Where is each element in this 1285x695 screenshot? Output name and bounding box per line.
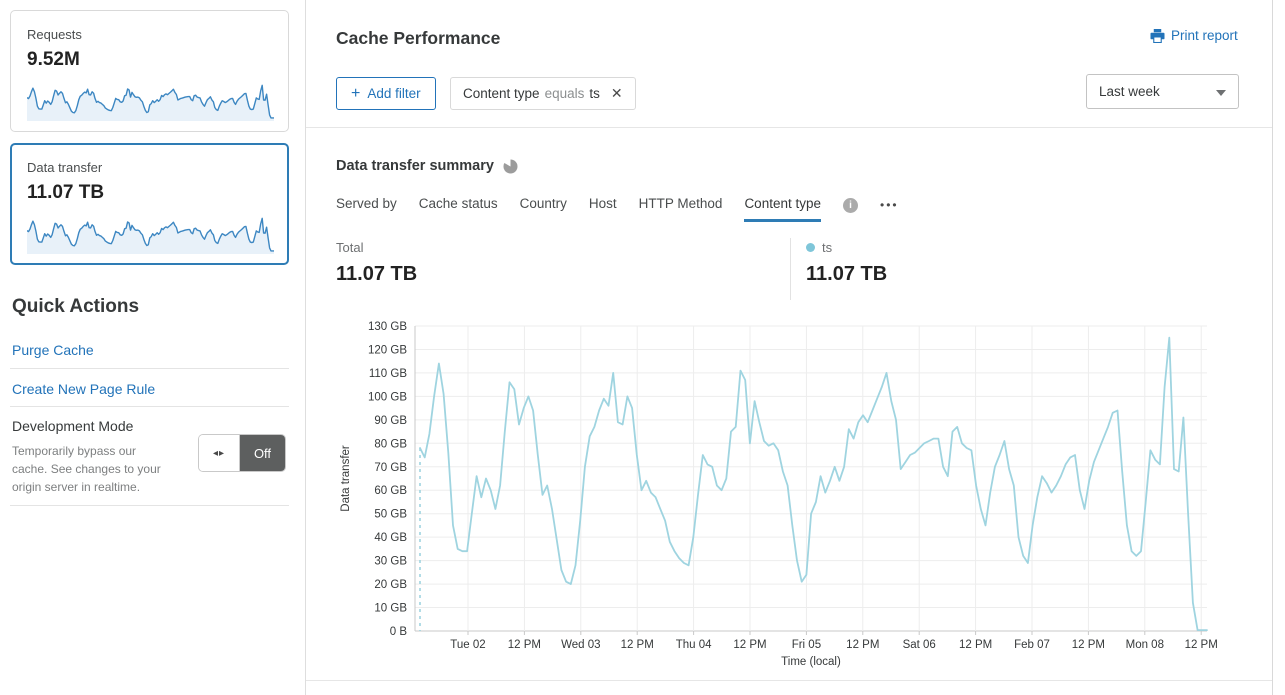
requests-sparkline — [27, 84, 274, 121]
panel-left-border — [305, 0, 306, 695]
svg-text:Sat 06: Sat 06 — [903, 639, 936, 651]
divider — [10, 368, 289, 369]
info-icon[interactable]: i — [843, 197, 858, 213]
divider — [306, 127, 1272, 128]
more-options-icon[interactable]: ••• — [880, 198, 899, 212]
development-mode-label: Development Mode — [12, 418, 134, 434]
print-report-link[interactable]: Print report — [1150, 28, 1238, 43]
section-title: Data transfer summary — [336, 158, 494, 174]
svg-text:90 GB: 90 GB — [374, 415, 407, 427]
time-range-select[interactable]: Last week — [1086, 74, 1239, 109]
tab-country[interactable]: Country — [519, 196, 567, 211]
svg-text:10 GB: 10 GB — [374, 603, 407, 615]
ts-legend-dot — [806, 243, 815, 252]
divider — [10, 406, 289, 407]
data-transfer-card[interactable]: Data transfer 11.07 TB — [10, 143, 289, 265]
svg-text:120 GB: 120 GB — [368, 344, 407, 356]
svg-text:70 GB: 70 GB — [374, 462, 407, 474]
data-transfer-summary-header: Data transfer summary — [336, 158, 518, 174]
total-value: 11.07 TB — [336, 263, 418, 285]
pie-chart-icon — [503, 158, 518, 173]
svg-text:Mon 08: Mon 08 — [1126, 639, 1164, 651]
requests-value: 9.52M — [27, 49, 80, 70]
add-filter-label: Add filter — [367, 86, 421, 101]
divider — [790, 238, 791, 300]
quick-actions-title: Quick Actions — [12, 296, 140, 317]
svg-text:12 PM: 12 PM — [621, 639, 654, 651]
purge-cache-link[interactable]: Purge Cache — [12, 342, 94, 358]
svg-text:50 GB: 50 GB — [374, 509, 407, 521]
tab-host[interactable]: Host — [588, 196, 617, 211]
svg-text:12 PM: 12 PM — [959, 639, 992, 651]
svg-text:12 PM: 12 PM — [733, 639, 766, 651]
requests-label: Requests — [27, 27, 82, 42]
data-transfer-label: Data transfer — [27, 160, 103, 175]
divider — [10, 505, 289, 506]
divider — [306, 680, 1272, 681]
filter-value: ts — [589, 86, 600, 101]
data-transfer-chart: 0 B 10 GB 20 GB 30 GB 40 GB 50 GB 60 GB 70 GB 80… — [335, 313, 1240, 674]
svg-text:Data transfer: Data transfer — [340, 445, 352, 512]
tab-content-type[interactable]: Content type — [744, 196, 821, 222]
filter-chip[interactable]: Content type equals ts ✕ — [450, 77, 636, 110]
svg-text:30 GB: 30 GB — [374, 556, 407, 568]
svg-text:12 PM: 12 PM — [1072, 639, 1105, 651]
dimension-tabs: Served by Cache status Country Host HTTP… — [336, 196, 899, 222]
tab-cache-status[interactable]: Cache status — [418, 196, 498, 211]
add-filter-button[interactable]: + Add filter — [336, 77, 436, 110]
remove-filter-icon[interactable]: ✕ — [610, 85, 623, 101]
create-page-rule-link[interactable]: Create New Page Rule — [12, 381, 156, 397]
svg-text:20 GB: 20 GB — [374, 579, 407, 591]
svg-text:Fri 05: Fri 05 — [792, 639, 821, 651]
svg-text:110 GB: 110 GB — [369, 368, 407, 380]
chevron-down-icon — [1216, 90, 1226, 96]
svg-text:Wed 03: Wed 03 — [561, 639, 600, 651]
toggle-arrows-icon: ◂▸ — [199, 435, 240, 471]
svg-text:80 GB: 80 GB — [374, 438, 407, 450]
total-block: Total 11.07 TB — [336, 240, 417, 286]
toggle-state-label: Off — [240, 435, 285, 471]
data-transfer-value: 11.07 TB — [27, 182, 105, 203]
print-report-label: Print report — [1171, 28, 1238, 43]
development-mode-description: Temporarily bypass our cache. See change… — [12, 444, 161, 494]
svg-text:Thu 04: Thu 04 — [676, 639, 712, 651]
svg-text:130 GB: 130 GB — [368, 321, 407, 333]
svg-text:12 PM: 12 PM — [1185, 639, 1218, 651]
svg-text:0 B: 0 B — [390, 626, 408, 638]
ts-series-value: 11.07 TB — [806, 263, 888, 285]
svg-text:Feb 07: Feb 07 — [1014, 639, 1050, 651]
tab-http-method[interactable]: HTTP Method — [638, 196, 723, 211]
svg-text:Time (local): Time (local) — [781, 656, 841, 668]
svg-text:40 GB: 40 GB — [374, 532, 407, 544]
svg-text:Tue 02: Tue 02 — [450, 639, 485, 651]
total-label: Total — [336, 240, 364, 255]
development-mode-toggle[interactable]: ◂▸ Off — [199, 435, 285, 471]
plus-icon: + — [351, 84, 361, 102]
time-range-value: Last week — [1099, 84, 1160, 99]
analytics-sidebar: Requests 9.52M Data transfer 11.07 TB Qu… — [0, 0, 305, 695]
page-title: Cache Performance — [336, 28, 501, 48]
tab-served-by[interactable]: Served by — [336, 196, 397, 211]
page-right-border — [1272, 0, 1273, 695]
svg-text:12 PM: 12 PM — [846, 639, 879, 651]
filter-field: Content type — [463, 86, 540, 101]
svg-text:100 GB: 100 GB — [368, 391, 407, 403]
ts-series-block[interactable]: ts 11.07 TB — [806, 240, 887, 286]
requests-card[interactable]: Requests 9.52M — [10, 10, 289, 132]
svg-text:12 PM: 12 PM — [508, 639, 541, 651]
line-chart-svg: 0 B 10 GB 20 GB 30 GB 40 GB 50 GB 60 GB 70 GB 80… — [340, 321, 1218, 668]
data-transfer-sparkline — [27, 217, 274, 254]
filter-operator: equals — [544, 86, 585, 101]
ts-legend-label: ts — [822, 240, 833, 255]
svg-text:60 GB: 60 GB — [374, 485, 407, 497]
printer-icon — [1150, 28, 1165, 43]
